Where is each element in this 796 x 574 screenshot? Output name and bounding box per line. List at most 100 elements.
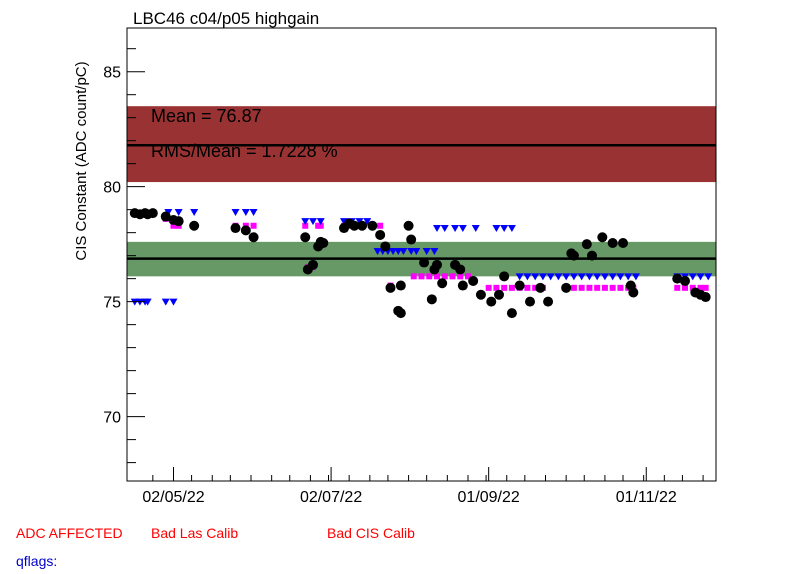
x-tick-label: 01/11/22 bbox=[616, 489, 677, 506]
data-point-triangle bbox=[631, 273, 640, 281]
x-tick-label: 01/09/22 bbox=[458, 489, 520, 506]
mean-label: Mean = 76.87 bbox=[151, 106, 262, 126]
data-point-circle bbox=[506, 308, 517, 319]
data-point-triangle bbox=[531, 273, 540, 281]
data-point-triangle bbox=[600, 273, 609, 281]
data-point-circle bbox=[494, 289, 504, 300]
data-point-square bbox=[697, 284, 704, 291]
data-points-layer bbox=[129, 208, 713, 319]
data-point-circle bbox=[248, 232, 259, 243]
data-point-triangle bbox=[451, 225, 460, 233]
data-point-triangle bbox=[316, 218, 325, 226]
data-point-circle bbox=[561, 282, 572, 293]
data-point-square bbox=[578, 284, 585, 291]
data-point-square bbox=[689, 284, 696, 291]
data-point-triangle bbox=[538, 273, 547, 281]
data-point-square bbox=[426, 273, 433, 280]
data-point-circle bbox=[395, 308, 406, 319]
data-point-square bbox=[594, 284, 601, 291]
bad-cis-calib-label: Bad CIS Calib bbox=[327, 525, 415, 541]
data-point-circle bbox=[308, 259, 318, 270]
data-point-circle bbox=[499, 271, 510, 282]
data-point-square bbox=[702, 284, 709, 291]
data-point-circle bbox=[680, 275, 690, 286]
data-point-triangle bbox=[174, 208, 183, 216]
data-point-square bbox=[508, 284, 515, 291]
data-point-square bbox=[617, 284, 624, 291]
data-point-square bbox=[493, 284, 500, 291]
data-point-square bbox=[532, 284, 539, 291]
data-point-triangle bbox=[500, 225, 509, 233]
data-point-square bbox=[501, 284, 508, 291]
data-point-triangle bbox=[554, 273, 563, 281]
data-point-square bbox=[609, 284, 616, 291]
data-point-triangle bbox=[515, 273, 524, 281]
data-point-circle bbox=[514, 280, 525, 291]
data-point-circle bbox=[160, 211, 171, 222]
data-point-triangle bbox=[241, 208, 250, 216]
data-point-triangle bbox=[249, 208, 258, 216]
data-point-circle bbox=[535, 282, 546, 293]
data-point-circle bbox=[700, 292, 711, 303]
data-point-circle bbox=[173, 216, 184, 227]
data-point-triangle bbox=[492, 225, 501, 233]
data-point-circle bbox=[486, 296, 497, 307]
y-tick-label: 85 bbox=[103, 65, 121, 82]
data-point-triangle bbox=[399, 248, 408, 256]
data-point-circle bbox=[543, 296, 554, 307]
data-point-triangle bbox=[407, 248, 416, 256]
data-point-circle bbox=[375, 229, 386, 240]
data-point-triangle bbox=[458, 225, 467, 233]
data-point-square bbox=[377, 222, 384, 229]
data-point-triangle bbox=[309, 218, 317, 226]
y-tick-label: 80 bbox=[103, 180, 121, 197]
adc-affected-label: ADC AFFECTED bbox=[16, 525, 123, 541]
data-point-circle bbox=[525, 296, 535, 307]
data-point-circle bbox=[406, 234, 417, 245]
data-point-square bbox=[302, 222, 309, 229]
chart-title: LBC46 c04/p05 highgain bbox=[133, 9, 319, 28]
y-tick-label: 70 bbox=[103, 410, 121, 427]
data-point-circle bbox=[568, 250, 579, 261]
data-point-triangle bbox=[593, 273, 602, 281]
qflags-label: qflags: bbox=[16, 553, 58, 569]
data-point-circle bbox=[607, 238, 618, 249]
bad-las-calib-label: Bad Las Calib bbox=[151, 525, 239, 541]
data-point-triangle bbox=[688, 273, 697, 281]
data-point-square bbox=[170, 222, 177, 229]
data-point-triangle bbox=[523, 273, 532, 281]
data-point-circle bbox=[147, 208, 158, 219]
data-point-triangle bbox=[231, 208, 240, 216]
data-point-circle bbox=[672, 273, 683, 284]
data-point-triangle bbox=[696, 273, 705, 281]
data-point-circle bbox=[437, 278, 448, 289]
data-point-triangle bbox=[363, 218, 372, 226]
plot-frame bbox=[126, 27, 717, 482]
x-tick-label: 02/07/22 bbox=[300, 489, 362, 506]
data-point-circle bbox=[230, 223, 241, 234]
data-point-triangle bbox=[471, 225, 480, 233]
data-point-triangle bbox=[389, 248, 398, 256]
data-point-triangle bbox=[161, 298, 170, 306]
data-point-square bbox=[682, 284, 688, 291]
data-point-circle bbox=[300, 232, 311, 243]
data-point-circle bbox=[597, 232, 608, 243]
data-point-square bbox=[457, 273, 464, 280]
data-point-circle bbox=[587, 250, 597, 261]
data-point-circle bbox=[628, 287, 639, 298]
bands-layer bbox=[127, 106, 716, 277]
data-point-circle bbox=[419, 257, 430, 268]
data-point-circle bbox=[618, 238, 628, 249]
data-point-circle bbox=[349, 220, 360, 231]
data-point-square bbox=[674, 284, 681, 291]
data-point-square bbox=[586, 284, 593, 291]
data-point-circle bbox=[395, 280, 406, 291]
y-tick-label: 75 bbox=[103, 295, 121, 312]
data-point-square bbox=[441, 273, 448, 280]
data-point-circle bbox=[385, 282, 396, 293]
data-point-triangle bbox=[169, 298, 178, 306]
data-point-circle bbox=[457, 280, 468, 291]
data-point-circle bbox=[189, 220, 200, 231]
axes-layer: 70 75 80 85 02/05/22 02/07/22 01/09/22 01/11/22 bbox=[103, 48, 704, 506]
